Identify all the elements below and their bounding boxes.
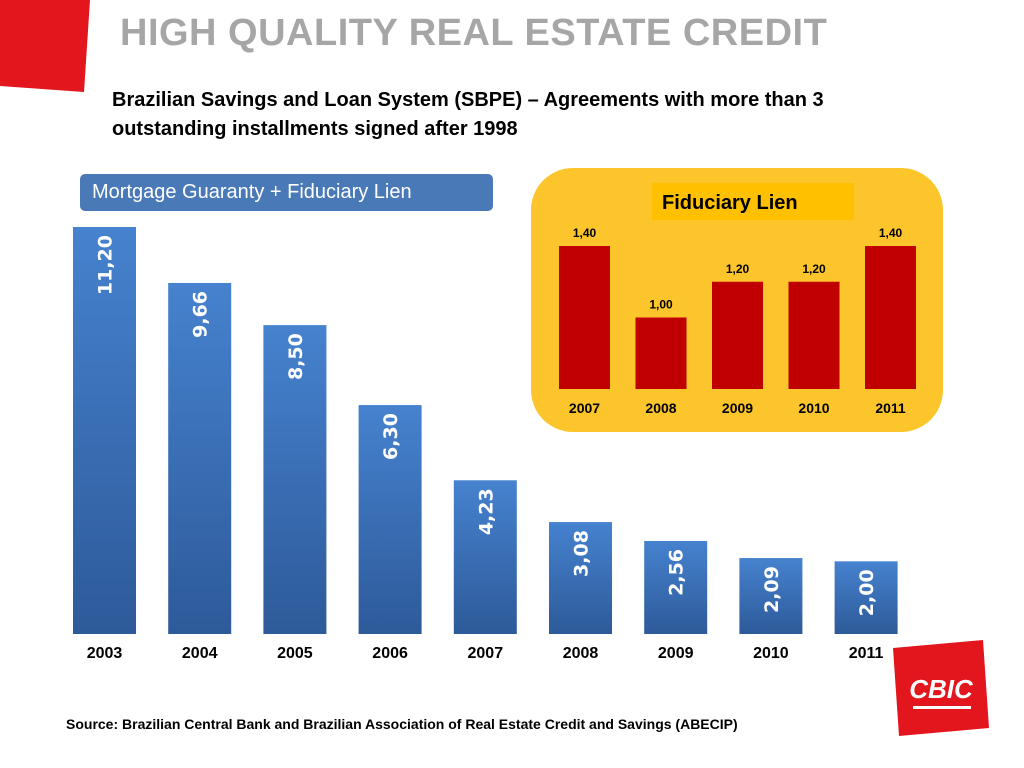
main-value-label: 3,08 — [571, 530, 593, 577]
main-value-label: 6,30 — [380, 413, 402, 460]
main-x-tick-label: 2004 — [182, 645, 218, 662]
main-x-tick-label: 2011 — [849, 645, 884, 662]
inset-value-label: 1,40 — [879, 226, 903, 240]
main-x-tick-label: 2010 — [753, 645, 789, 662]
subtitle-line-1: Brazilian Savings and Loan System (SBPE)… — [112, 89, 824, 111]
corner-accent-shape — [0, 0, 90, 92]
main-x-tick-label: 2006 — [372, 645, 408, 662]
logo-text: CBIC — [909, 674, 974, 704]
inset-bar-2010 — [788, 281, 840, 389]
main-bar-2007 — [453, 480, 517, 634]
main-bar-2006 — [358, 405, 422, 634]
main-bar-chart: 11,20 9,66 8,50 6,30 4,23 3,08 2,56 2,09 2,00 20… — [73, 227, 898, 662]
inset-value-label: 1,20 — [802, 262, 826, 276]
main-value-label: 9,66 — [190, 291, 212, 338]
main-x-tick-label: 2005 — [277, 645, 313, 662]
inset-x-tick-label: 2010 — [798, 400, 829, 416]
inset-chart-legend: Fiduciary Lien — [652, 183, 854, 220]
main-chart-legend: Mortgage Guaranty + Fiduciary Lien — [80, 174, 493, 211]
inset-bar-2008 — [635, 317, 687, 389]
cbic-logo: CBIC — [893, 640, 989, 736]
main-bar-2009 — [644, 540, 708, 634]
inset-bar-2009 — [712, 281, 763, 389]
main-value-label: 8,50 — [285, 333, 307, 380]
chart-subtitle: Brazilian Savings and Loan System (SBPE)… — [112, 86, 912, 144]
main-bar-2003 — [73, 227, 136, 634]
main-x-tick-label: 2008 — [563, 645, 599, 662]
inset-x-tick-label: 2007 — [569, 400, 600, 416]
source-note: Source: Brazilian Central Bank and Brazi… — [66, 716, 738, 732]
main-value-label: 2,00 — [856, 569, 878, 616]
main-value-label: 2,09 — [761, 566, 783, 613]
inset-value-label: 1,40 — [573, 226, 597, 240]
main-bar-2005 — [263, 325, 327, 634]
main-bar-2004 — [168, 282, 232, 634]
main-bar-2008 — [549, 522, 612, 634]
inset-bar-chart: 1,40 1,00 1,20 1,20 1,40 2007 2008 2009 2010 201… — [559, 226, 916, 416]
slide-title: HIGH QUALITY REAL ESTATE CREDIT — [120, 12, 828, 54]
main-bar-2010 — [739, 558, 803, 634]
main-value-label: 11,20 — [95, 235, 117, 295]
inset-x-tick-label: 2008 — [645, 400, 676, 416]
main-bar-2011 — [834, 561, 898, 634]
inset-x-tick-label: 2009 — [722, 400, 753, 416]
main-x-tick-label: 2009 — [658, 645, 694, 662]
inset-value-label: 1,00 — [649, 298, 673, 312]
inset-bar-2007 — [559, 246, 610, 389]
main-value-label: 2,56 — [666, 549, 688, 596]
inset-x-tick-label: 2011 — [875, 400, 906, 416]
inset-bar-2011 — [865, 246, 916, 389]
main-x-tick-label: 2003 — [87, 645, 123, 662]
inset-value-label: 1,20 — [726, 262, 750, 276]
subtitle-line-2: outstanding installments signed after 19… — [112, 118, 518, 140]
main-x-tick-label: 2007 — [468, 645, 504, 662]
main-value-label: 4,23 — [475, 488, 497, 535]
